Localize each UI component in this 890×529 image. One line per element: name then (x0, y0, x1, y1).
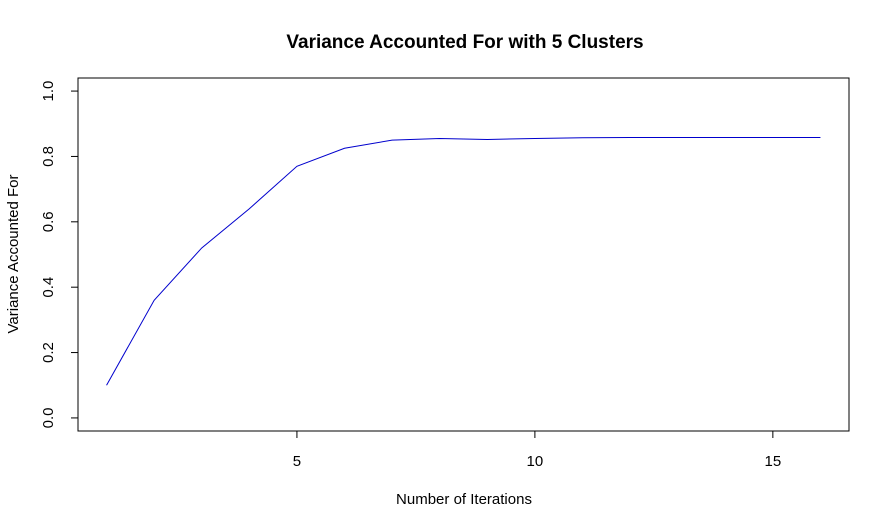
x-axis: 5 10 15 (293, 431, 781, 470)
y-tick-label: 1.0 (40, 81, 57, 102)
chart-title: Variance Accounted For with 5 Clusters (286, 32, 643, 53)
y-tick-label: 0.4 (40, 277, 57, 298)
x-tick-label: 5 (293, 453, 301, 470)
x-axis-label: Number of Iterations (396, 491, 532, 508)
x-tick-label: 10 (527, 453, 544, 470)
y-tick-label: 0.8 (40, 146, 57, 167)
y-axis-label: Variance Accounted For (5, 175, 22, 334)
series-layer (106, 136, 821, 386)
plot-area-frame (77, 77, 850, 432)
y-tick-label: 0.6 (40, 211, 57, 232)
y-tick-label: 0.0 (40, 407, 57, 428)
y-axis: 0.0 0.2 0.4 0.6 0.8 1.0 (40, 81, 78, 428)
y-tick-label: 0.2 (40, 342, 57, 363)
series-line (106, 136, 821, 386)
x-tick-label: 15 (765, 453, 782, 470)
